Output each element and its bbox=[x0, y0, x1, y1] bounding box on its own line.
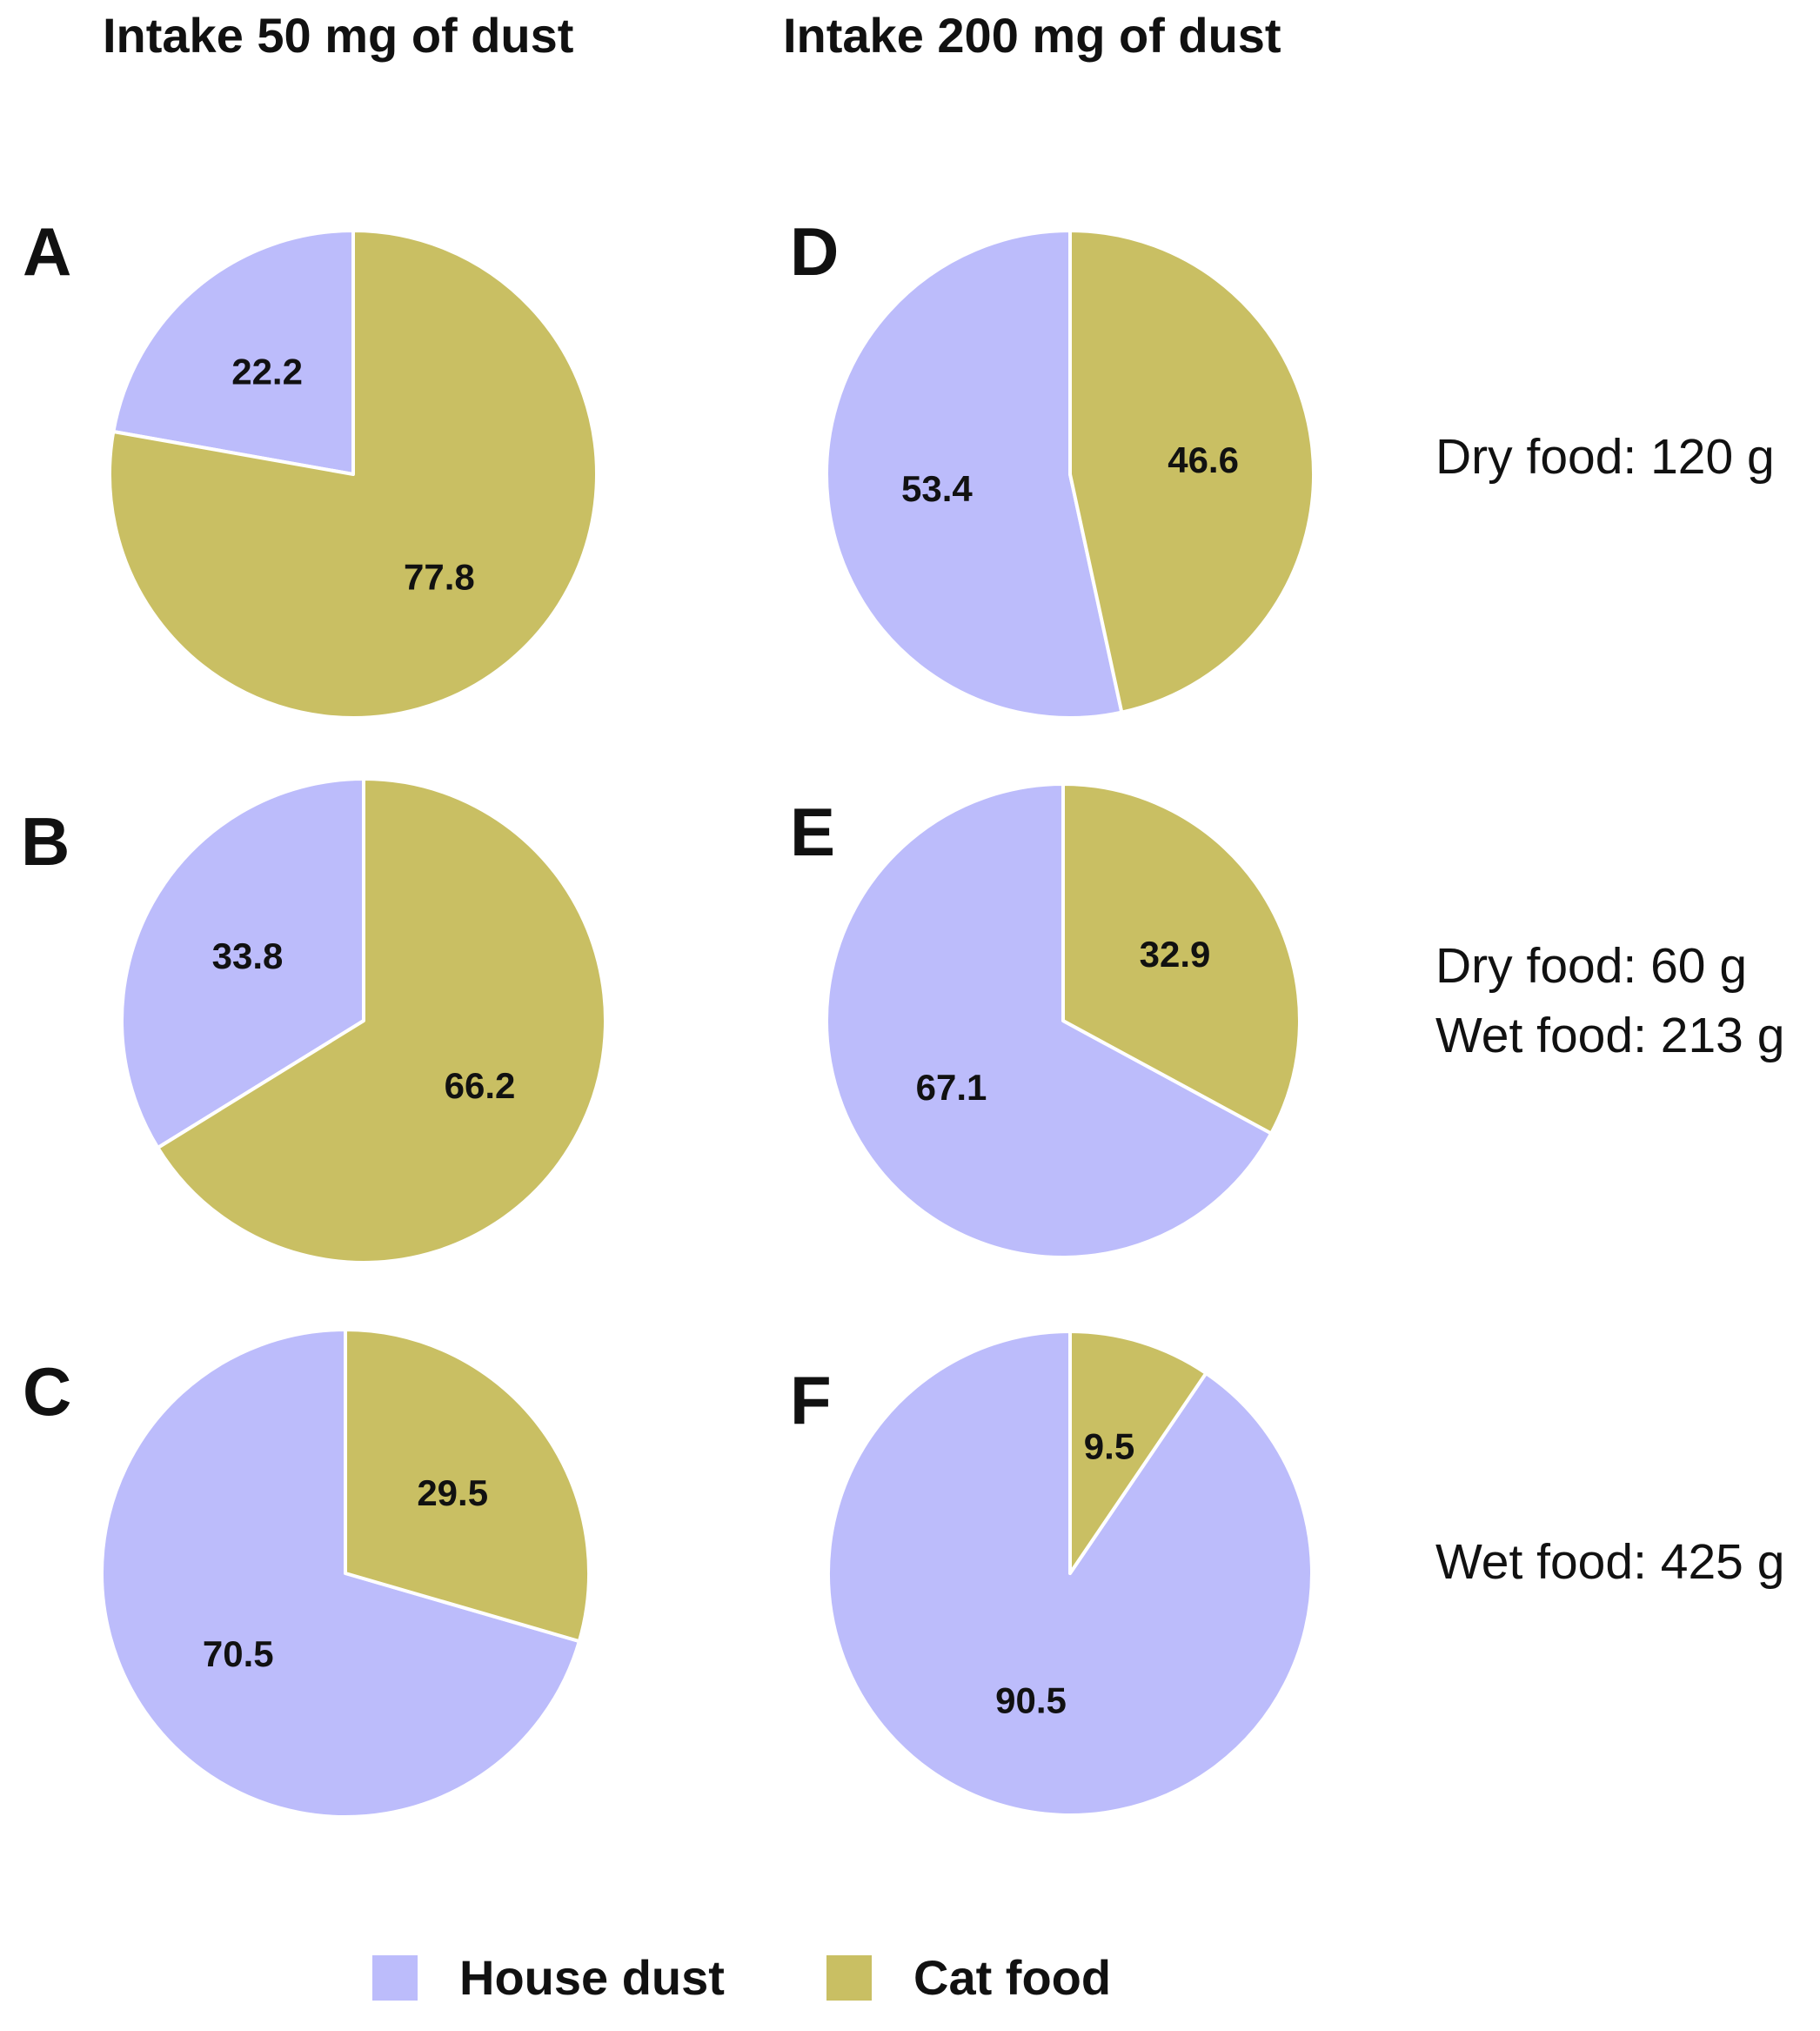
legend: House dust Cat food bbox=[0, 1949, 1820, 2028]
pie-c-slice-house-dust bbox=[100, 1328, 581, 1819]
diet-note-mixed: Dry food: 60 g Wet food: 213 g bbox=[1435, 931, 1784, 1070]
legend-swatch-house-dust bbox=[372, 1954, 418, 2001]
diet-note-line: Dry food: 120 g bbox=[1435, 429, 1775, 485]
panel-label-d: D bbox=[790, 213, 840, 290]
pie-b-label-cat-food: 66.2 bbox=[445, 1065, 516, 1106]
pie-d-label-house-dust: 53.4 bbox=[901, 468, 973, 509]
panel-label-e: E bbox=[790, 794, 836, 870]
legend-swatch-cat-food bbox=[826, 1954, 872, 2001]
pie-f-slice-cat-food bbox=[1068, 1330, 1208, 1575]
pie-e-label-house-dust: 67.1 bbox=[916, 1067, 987, 1108]
diet-note-line: Wet food: 425 g bbox=[1435, 1534, 1785, 1590]
legend-label-cat-food: Cat food bbox=[913, 1950, 1112, 2005]
pie-e-slice-cat-food bbox=[1061, 782, 1301, 1136]
panel-label-b: B bbox=[21, 803, 70, 880]
column-title-200mg: Intake 200 mg of dust bbox=[783, 8, 1281, 63]
legend-item-cat-food: Cat food bbox=[826, 1949, 1111, 2006]
pie-d-slice-cat-food bbox=[1068, 229, 1315, 714]
panel-label-f: F bbox=[790, 1362, 832, 1438]
diet-note-line: Dry food: 60 g bbox=[1435, 938, 1748, 994]
pie-a-slice-cat-food bbox=[108, 229, 599, 720]
pie-c-label-cat-food: 29.5 bbox=[417, 1472, 488, 1513]
pie-a-label-house-dust: 22.2 bbox=[231, 352, 303, 392]
diet-note-wet-425: Wet food: 425 g bbox=[1435, 1527, 1784, 1597]
pie-a-slice-house-dust bbox=[111, 229, 355, 476]
pie-b-label-house-dust: 33.8 bbox=[212, 935, 284, 976]
panel-label-a: A bbox=[23, 213, 72, 290]
panel-label-c: C bbox=[23, 1353, 72, 1430]
diet-note-dry-120: Dry food: 120 g bbox=[1435, 422, 1775, 492]
pie-a-label-cat-food: 77.8 bbox=[404, 557, 475, 598]
pie-f-label-cat-food: 9.5 bbox=[1084, 1425, 1134, 1466]
legend-item-house-dust: House dust bbox=[372, 1949, 725, 2006]
pie-d-slice-house-dust bbox=[825, 229, 1124, 720]
pie-e-label-cat-food: 32.9 bbox=[1140, 934, 1211, 975]
pie-c-slice-cat-food bbox=[344, 1328, 591, 1644]
column-title-50mg: Intake 50 mg of dust bbox=[103, 8, 574, 63]
pie-c-label-house-dust: 70.5 bbox=[203, 1633, 274, 1674]
pie-e-slice-house-dust bbox=[825, 782, 1274, 1259]
pie-d-label-cat-food: 46.6 bbox=[1168, 439, 1239, 480]
legend-label-house-dust: House dust bbox=[459, 1950, 725, 2005]
pie-b-slice-cat-food bbox=[156, 777, 607, 1264]
diet-note-line: Wet food: 213 g bbox=[1435, 1008, 1785, 1063]
pie-f-label-house-dust: 90.5 bbox=[995, 1680, 1067, 1721]
pie-b-slice-house-dust bbox=[120, 777, 365, 1150]
